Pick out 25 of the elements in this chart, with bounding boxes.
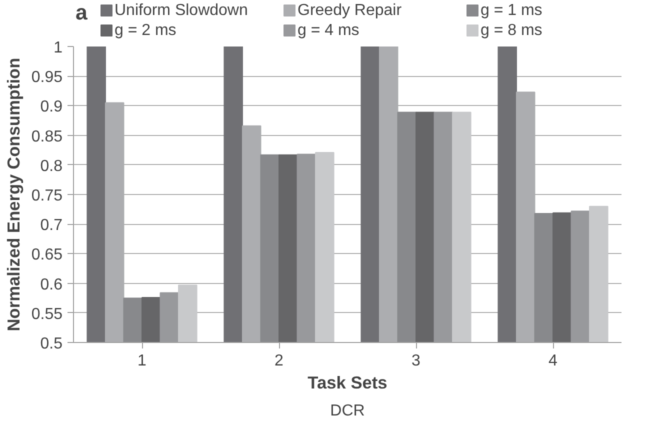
chart-title: a <box>76 0 88 24</box>
x-tick-label: 3 <box>412 352 421 370</box>
x-axis-title: Task Sets <box>308 372 388 392</box>
y-tick-label: 0.6 <box>40 276 63 294</box>
legend-label: g = 2 ms <box>114 22 176 39</box>
y-tick-label: 1 <box>54 40 63 56</box>
x-tick-label: 4 <box>548 352 558 370</box>
x-tick-label: 1 <box>138 352 147 370</box>
text: DCR <box>330 402 365 420</box>
y-tick-label: 0.5 <box>40 336 63 352</box>
legend-label: g = 1 ms <box>480 2 542 19</box>
y-tick-label: 0.75 <box>31 188 63 204</box>
legend-label: g = 4 ms <box>298 22 360 39</box>
y-tick-label: 0.8 <box>40 158 63 175</box>
y-tick-label: 0.95 <box>31 69 63 86</box>
y-tick-label: 0.9 <box>40 98 63 116</box>
y-tick-label: 0.55 <box>31 306 63 323</box>
y-tick-label: 0.7 <box>40 217 63 234</box>
y-tick-label: 0.65 <box>31 246 63 264</box>
y-axis-title: Normalized Energy Consumption <box>3 58 24 332</box>
legend-label: g = 8 ms <box>480 22 542 39</box>
x-tick-label: 2 <box>274 352 284 370</box>
legend-label: Uniform Slowdown <box>114 2 248 19</box>
y-tick-label: 0.85 <box>31 128 63 146</box>
legend-label: Greedy Repair <box>298 2 402 19</box>
